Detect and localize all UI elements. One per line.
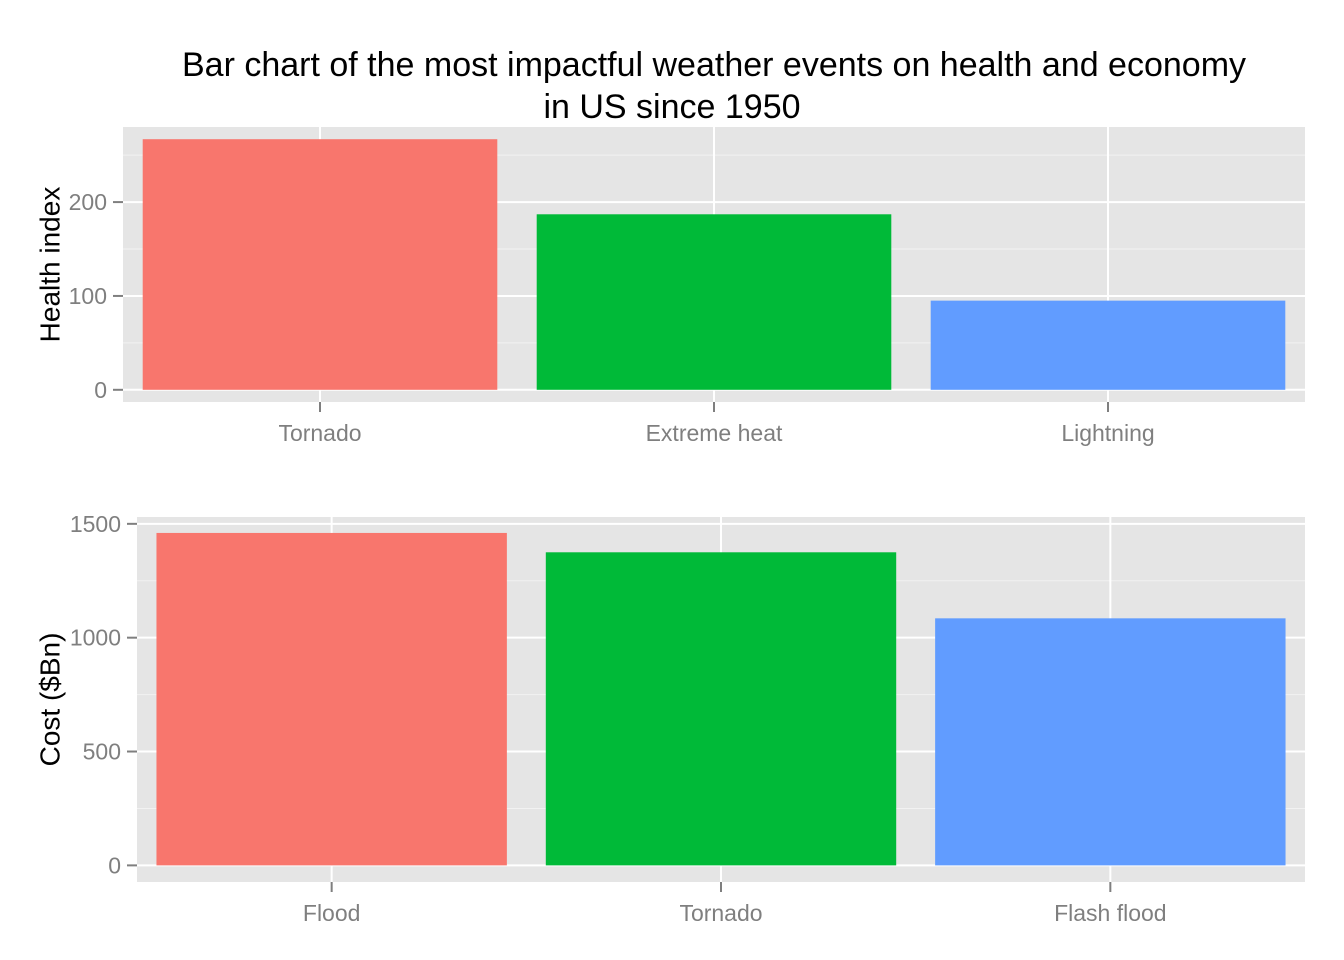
bar-extreme-heat [536,214,892,390]
bar-lightning [930,300,1286,390]
x-tick-label: Tornado [278,420,361,446]
y-tick-label: 1000 [70,625,121,651]
y-tick-label: 0 [108,852,121,878]
y-tick-label: 1500 [70,511,121,537]
chart-title-line-1: Bar chart of the most impactful weather … [181,46,1247,84]
x-tick-label: Lightning [1061,420,1154,446]
y-axis-label: Cost ($Bn) [34,633,65,767]
x-tick-label: Flood [303,900,361,926]
bar-tornado [142,139,498,390]
chart-title-line-2: in US since 1950 [543,88,801,126]
chart-title: Bar chart of the most impactful weather … [0,44,1344,128]
x-tick-label: Tornado [679,900,762,926]
y-tick-label: 200 [69,189,107,215]
bar-flash-flood [935,618,1286,866]
x-tick-label: Flash flood [1054,900,1167,926]
plot-panel-1: 0 100 200 Tornado Extreme heat Lightning Healt… [34,127,1305,446]
bar-tornado [545,552,897,866]
y-axis-label: Health index [34,187,65,343]
plot-panel-2: 0 500 1000 1500 Flood Tornado Flash flood Cost … [34,511,1305,926]
y-tick-label: 500 [83,739,121,765]
y-tick-label: 0 [94,377,107,403]
y-tick-label: 100 [69,283,107,309]
bar-flood [156,532,507,866]
x-tick-label: Extreme heat [646,420,783,446]
